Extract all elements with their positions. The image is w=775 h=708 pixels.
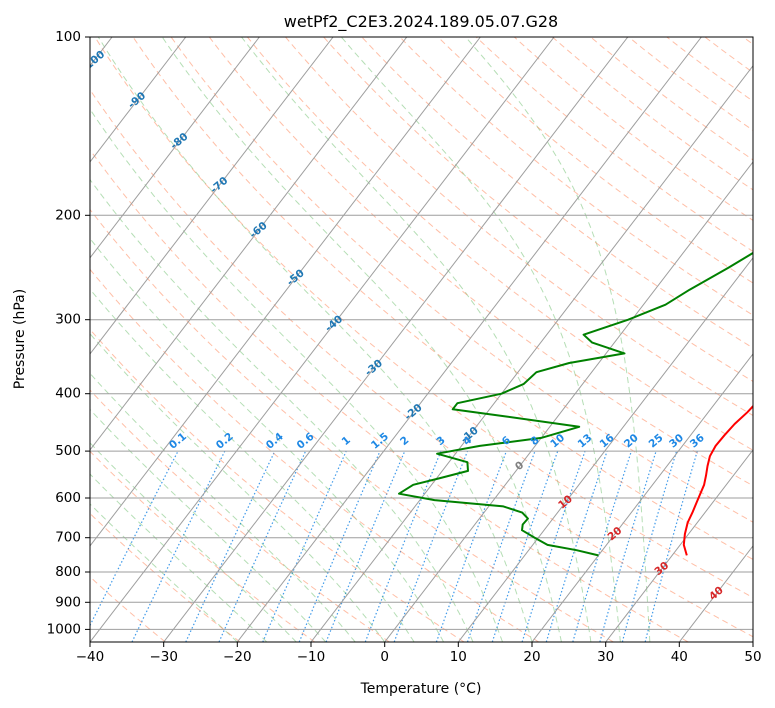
axes: −40 −30 −20 −10 0 10 20 30 40 50 100 200 300 400 500 60… (47, 29, 762, 665)
moist-adiabat-line (161, 37, 562, 642)
moist-adiabat-line (90, 442, 297, 642)
isotherm-line (384, 161, 753, 642)
mixing-ratio-line (325, 450, 406, 642)
isotherm-line (531, 353, 753, 642)
isotherm-line (163, 37, 629, 642)
moist-adiabat-line (97, 37, 533, 642)
dry-adiabat-line (170, 37, 753, 523)
mixing-ratio-line (218, 450, 307, 642)
profile-lines (398, 251, 753, 557)
dry-adiabat-line (437, 37, 753, 284)
x-tick-label: 0 (380, 649, 389, 665)
moist-adiabat-line (90, 178, 474, 642)
dry-adiabat-line (90, 389, 390, 642)
dry-adiabat-line (90, 328, 465, 642)
x-tick-label: −30 (149, 649, 178, 665)
y-tick-label: 500 (55, 443, 81, 459)
x-axis-label: Temperature (°C) (360, 681, 482, 697)
dry-adiabat-line (285, 37, 753, 417)
isotherm-line (310, 64, 753, 642)
mixing-ratio-line (466, 450, 536, 642)
isotherm-line (90, 37, 187, 163)
moist-adiabat-line (90, 108, 503, 642)
dewpoint-profile-line (398, 251, 753, 557)
x-tick-label: 20 (523, 649, 540, 665)
x-tick-label: 30 (597, 649, 614, 665)
plot-frame (89, 36, 754, 643)
mixing-ratio-line (185, 450, 276, 642)
isotherm-line (90, 37, 555, 642)
dry-adiabat-line (90, 450, 315, 642)
y-tick-label: 900 (55, 594, 81, 610)
mixing-ratio-line (521, 450, 586, 642)
moist-adiabat-line (90, 408, 327, 642)
dry-adiabat-line (94, 37, 753, 599)
moist-adiabat-line (90, 503, 238, 642)
dry-adiabat-line (399, 37, 753, 316)
x-tick-label: −20 (223, 649, 252, 665)
chart-title: wetPf2_C2E3.2024.189.05.07.G28 (284, 12, 558, 32)
moist-adiabat-line (90, 288, 415, 642)
dry-adiabat-line (90, 149, 689, 642)
x-tick-label: 40 (671, 649, 688, 665)
y-tick-label: 400 (55, 386, 81, 402)
isotherm-line (90, 37, 408, 451)
dry-adiabat-line (247, 37, 753, 451)
y-tick-label: 800 (55, 564, 81, 580)
dry-adiabat-line (208, 37, 753, 487)
x-tick-label: 10 (450, 649, 467, 665)
moist-adiabat-line (241, 37, 592, 642)
isotherm-line (90, 37, 260, 259)
isotherm-line (90, 37, 334, 355)
y-tick-label: 300 (55, 312, 81, 328)
dry-adiabat-line (132, 37, 753, 560)
isotherm-line (457, 257, 753, 642)
y-tick-label: 100 (55, 29, 81, 45)
y-axis-label: Pressure (hPa) (12, 289, 28, 389)
moist-adiabat-line (90, 473, 268, 642)
dry-adiabat-line (90, 208, 614, 642)
isotherm-line (605, 449, 753, 642)
dry-adiabat-line (90, 268, 540, 642)
mixing-ratio-line (298, 450, 381, 642)
x-tick-label: 50 (744, 649, 761, 665)
moist-adiabat-line (340, 37, 621, 642)
y-tick-label: 700 (55, 530, 81, 546)
mixing-ratio-line (90, 450, 179, 627)
y-tick-label: 600 (55, 490, 81, 506)
mixing-ratio-line (572, 450, 632, 642)
grid-lines (90, 37, 753, 642)
dry-adiabat-line (90, 576, 166, 642)
isotherm-line (90, 37, 481, 547)
temperature-profile-line (682, 404, 753, 556)
mixing-ratio-line (644, 450, 698, 642)
y-tick-label: 1000 (47, 621, 81, 637)
mixing-ratio-line (545, 450, 608, 642)
moist-adiabat-line (465, 37, 651, 642)
isotherm-line (236, 37, 702, 642)
x-tick-label: −40 (76, 649, 105, 665)
y-tick-label: 200 (55, 207, 81, 223)
x-tick-label: −10 (297, 649, 326, 665)
